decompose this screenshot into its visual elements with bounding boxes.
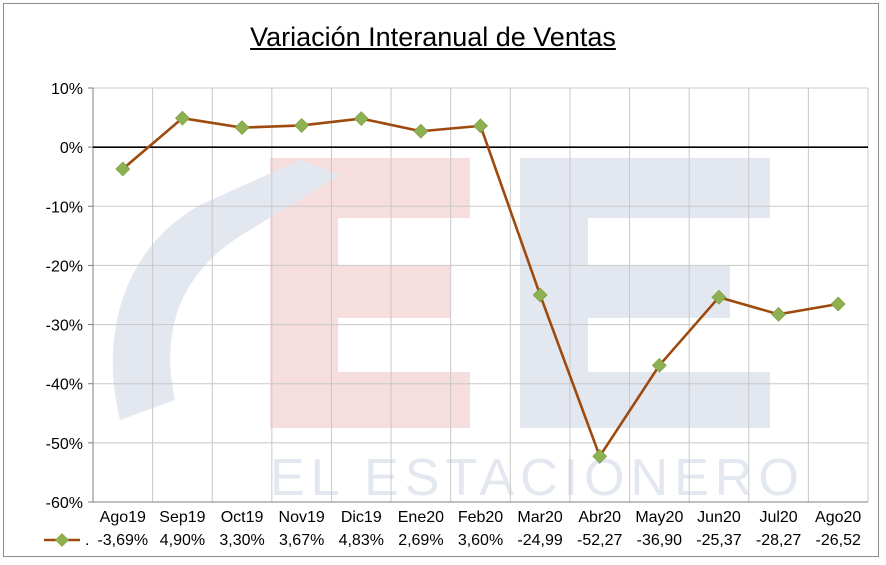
watermark-letter-e2: [520, 372, 770, 428]
data-label: -26,52: [816, 532, 861, 549]
data-point: [413, 123, 429, 139]
data-point: [532, 287, 548, 303]
watermark-logo: EL ESTACIONERO: [112, 158, 805, 507]
y-tick-label: -40%: [46, 377, 83, 394]
chart-title: Variación Interanual de Ventas: [250, 22, 616, 52]
y-tick-label: -50%: [46, 436, 83, 453]
watermark-letter-e1: [270, 372, 470, 428]
data-point: [771, 306, 787, 322]
data-label: -25,37: [696, 532, 741, 549]
x-tick-label: Mar20: [517, 509, 562, 526]
legend-key-marker: [55, 533, 69, 547]
x-tick-label: May20: [635, 509, 683, 526]
y-tick-label: 10%: [51, 81, 83, 98]
y-tick-label: -10%: [46, 199, 83, 216]
watermark-letter-e2: [520, 266, 730, 318]
data-point: [830, 296, 846, 312]
data-label: -24,99: [517, 532, 562, 549]
x-tick-label: Sep19: [159, 509, 205, 526]
data-label: -52,27: [577, 532, 622, 549]
data-point: [353, 111, 369, 127]
watermark-letter-e1: [270, 266, 450, 318]
x-tick-label: Jun20: [697, 509, 741, 526]
watermark-text: EL ESTACIONERO: [270, 449, 805, 507]
x-tick-label: Abr20: [578, 509, 621, 526]
data-point: [651, 357, 667, 373]
y-tick-label: -20%: [46, 258, 83, 275]
x-tick-label: Oct19: [221, 509, 264, 526]
data-label: 3,30%: [219, 532, 264, 549]
data-label: -36,90: [637, 532, 682, 549]
y-tick-label: 0%: [60, 140, 83, 157]
data-point: [294, 118, 310, 133]
x-tick-label: Ago19: [100, 509, 146, 526]
gridlines: [92, 87, 869, 503]
x-tick-label: Ene20: [398, 509, 444, 526]
y-tick-label: -30%: [46, 318, 83, 335]
data-label: 3,60%: [458, 532, 503, 549]
data-point: [473, 118, 488, 134]
data-point: [174, 110, 190, 126]
data-label: 4,90%: [160, 532, 205, 549]
watermark-letter-e2: [520, 158, 770, 218]
x-tick-label: Dic19: [341, 509, 382, 526]
data-point: [234, 120, 250, 136]
data-label: 2,69%: [398, 532, 443, 549]
data-table: Ago19 -3,69% Sep19 4,90% Oct19 3,30% Nov19 3,67…: [44, 509, 861, 549]
legend-key-label: .: [85, 532, 89, 549]
data-point: [711, 289, 727, 305]
data-label: 3,67%: [279, 532, 324, 549]
x-tick-label: Jul20: [759, 509, 797, 526]
x-tick-label: Feb20: [458, 509, 503, 526]
data-label: 4,83%: [339, 532, 384, 549]
y-axis: 10% 0% -10% -20% -30% -40% -50% -60%: [46, 81, 94, 512]
watermark-fuel-nozzle: [112, 160, 340, 420]
data-label: -3,69%: [97, 532, 148, 549]
data-point: [115, 161, 131, 177]
data-label: -28,27: [756, 532, 801, 549]
data-point: [592, 448, 608, 464]
x-tick-label: Ago20: [815, 509, 861, 526]
y-tick-label: -60%: [46, 495, 83, 512]
x-axis: [93, 146, 868, 503]
x-tick-label: Nov19: [279, 509, 325, 526]
series-line: [115, 110, 846, 464]
